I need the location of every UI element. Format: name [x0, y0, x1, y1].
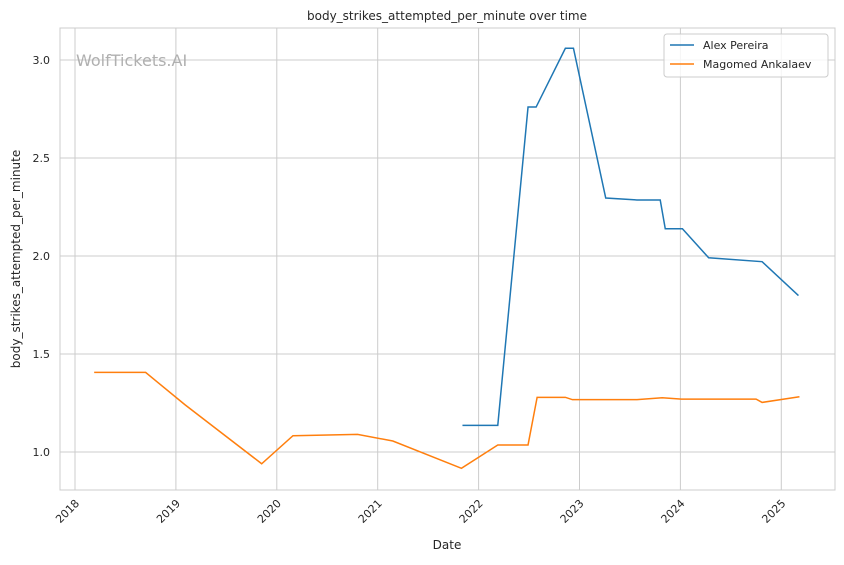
y-tick-label: 1.5	[33, 348, 51, 361]
x-axis-label: Date	[433, 538, 462, 552]
x-tick-label: 2019	[154, 497, 183, 526]
y-tick-label: 3.0	[33, 54, 51, 67]
watermark: WolfTickets.AI	[76, 51, 187, 70]
x-tick-label: 2023	[558, 497, 587, 526]
y-tick-label: 2.0	[33, 250, 51, 263]
legend: Alex Pereira Magomed Ankalaev	[663, 33, 829, 78]
x-tick-label: 2025	[759, 497, 788, 526]
y-tick-labels: 1.0 1.5 2.0 2.5 3.0	[33, 54, 51, 459]
legend-box	[663, 33, 829, 78]
series-line-alex-pereira	[462, 47, 799, 427]
legend-label-alex-pereira: Alex Pereira	[703, 39, 769, 52]
x-tick-label: 2021	[356, 497, 385, 526]
x-tick-label: 2024	[659, 497, 688, 526]
series-line-magomed-ankalaev	[94, 371, 800, 470]
plot-frame	[59, 27, 836, 491]
y-tick-label: 1.0	[33, 446, 51, 459]
x-tick-label: 2020	[255, 497, 284, 526]
chart-title: body_strikes_attempted_per_minute over t…	[307, 9, 587, 23]
series-lines	[94, 47, 800, 470]
y-tick-label: 2.5	[33, 152, 51, 165]
x-tick-label: 2018	[53, 497, 82, 526]
x-tick-label: 2022	[457, 497, 486, 526]
x-tick-labels: 2018 2019 2020 2021 2022 2023 2024 2025	[53, 497, 788, 526]
legend-label-magomed-ankalaev: Magomed Ankalaev	[703, 58, 812, 71]
y-axis-label: body_strikes_attempted_per_minute	[9, 150, 23, 368]
